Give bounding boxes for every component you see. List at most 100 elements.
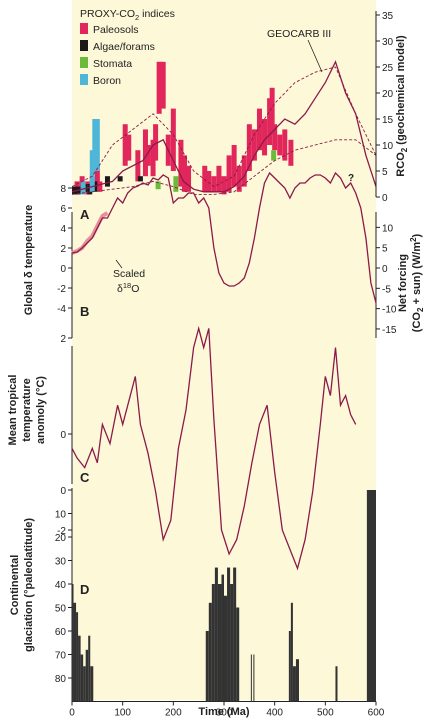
tick-label-a: 15 — [382, 115, 394, 126]
proxy-bar-boron — [94, 119, 100, 171]
glaciation-bar — [83, 666, 86, 702]
glaciation-bar — [208, 602, 212, 702]
tick-label-a: 5 — [382, 167, 388, 178]
proxy-bar-paleosols — [267, 98, 273, 145]
proxy-bar-paleosols — [97, 181, 103, 192]
proxy-bar-paleosols — [170, 108, 176, 171]
series-line-dashed — [71, 139, 377, 195]
proxy-bar-paleosols — [288, 139, 294, 166]
panel-b: 8 6 4 2 0 -2 -4 10 5 0 -5 -10 -15 — [57, 171, 397, 338]
tick-label-b-left: -2 — [57, 284, 66, 295]
ylabel-a: RCO2 (geochemical model) — [395, 35, 409, 177]
tick-label-b-right: 10 — [382, 223, 394, 234]
glaciation-bar — [78, 635, 81, 702]
tick-label-b-left: 2 — [60, 244, 66, 255]
proxy-bar-paleosols — [202, 165, 208, 192]
proxy-bar-paleosols — [206, 171, 212, 192]
glaciation-bar — [211, 584, 215, 702]
tick-label-d: 30 — [55, 557, 67, 568]
tick-label-c: 0 — [60, 430, 66, 441]
tick-label-c: 2 — [60, 334, 66, 345]
proxy-bar-algae — [137, 176, 143, 182]
proxy-bar-boron — [89, 150, 95, 192]
ylabel-b-right-line1: Net forcing — [397, 254, 409, 312]
proxy-bar-algae — [104, 176, 110, 187]
legend: PROXY-CO2 indices Paleosols Algae/forams… — [80, 8, 175, 87]
tick-label-b-right: 0 — [382, 264, 388, 275]
ylabel-b-right-line2: (CO2 + sun) (W/m2) — [409, 233, 425, 332]
tick-label-b-right: -5 — [382, 284, 391, 295]
glaciation-bar — [250, 654, 252, 702]
geocarb-pointer — [307, 39, 323, 73]
tick-label-a: 25 — [382, 63, 394, 74]
proxy-bar-paleosols — [221, 176, 227, 195]
proxy-bar-paleosols — [251, 129, 257, 161]
legend-label-stomata: Stomata — [93, 58, 132, 70]
glaciation-bar — [72, 584, 74, 702]
tick-label-d: 60 — [55, 627, 67, 638]
glaciation-bar — [295, 659, 299, 702]
glaciation-bar — [80, 654, 84, 702]
tick-label-a: 35 — [382, 11, 394, 22]
panel-c: 20-2 — [57, 325, 357, 571]
ylabel-c-line2: temperature — [21, 378, 33, 442]
ylabel-d-line2: glaciation (°paleolatitude) — [23, 518, 35, 652]
glaciation-bar — [227, 567, 231, 702]
tick-label-d: 80 — [55, 674, 67, 685]
proxy-bar-paleosols — [282, 129, 288, 161]
scaled-d18o-label: δ18O — [117, 281, 139, 295]
proxy-bar-paleosols — [256, 108, 262, 151]
tick-label-a: 0 — [382, 193, 388, 204]
panel-label-b: B — [80, 304, 89, 319]
panel-label-a: A — [80, 207, 90, 222]
tick-label-b-left: 8 — [60, 184, 66, 195]
tick-label-b-right: -10 — [382, 305, 397, 316]
proxy-bar-paleosols — [246, 124, 252, 171]
glaciation-bar — [290, 602, 293, 702]
legend-swatch-algae — [80, 40, 88, 51]
tick-label-x: 300 — [216, 708, 233, 719]
glaciation-bar — [288, 631, 291, 702]
proxy-bar-paleosols — [160, 61, 166, 109]
tick-label-a: 10 — [382, 141, 394, 152]
tick-label-b-left: 4 — [60, 224, 66, 235]
proxy-bar-paleosols — [269, 87, 275, 135]
proxy-bar-paleosols — [156, 61, 162, 114]
panel-a: 0 5 10 15 20 25 30 35 — [71, 11, 394, 204]
xlabel: Time (Ma) — [198, 706, 249, 718]
tick-label-x: 100 — [114, 708, 131, 719]
glaciation-bar — [217, 584, 222, 702]
glaciation-bar — [76, 612, 79, 702]
ylabel-b-left: Global δ temperature — [23, 205, 35, 316]
proxy-bar-paleosols — [241, 155, 247, 187]
glaciation-bar — [85, 649, 89, 702]
proxy-bar-paleosols — [186, 165, 192, 192]
question-mark: ? — [348, 173, 354, 184]
legend-title: PROXY-CO2 indices — [80, 8, 175, 22]
proxy-bar-paleosols — [122, 124, 128, 166]
legend-swatch-stomata — [80, 57, 88, 68]
scaled-label: Scaled — [113, 268, 145, 280]
series-line-geocarb — [71, 60, 377, 193]
proxy-bar-paleosols — [94, 165, 100, 187]
tick-label-b-left: -4 — [57, 304, 66, 315]
tick-label-x: 200 — [165, 708, 182, 719]
proxy-bar-algae — [87, 184, 93, 195]
ylabel-c-line1: Mean tropical — [7, 375, 19, 446]
legend-label-algae: Algae/forams — [93, 41, 155, 53]
tick-label-a: 20 — [382, 89, 394, 100]
series-line-dashed — [71, 66, 377, 188]
series-line-tropical-anomaly — [71, 325, 357, 571]
glaciation-bar — [90, 666, 94, 702]
ylabel-c-line3: anomoly (°C) — [35, 376, 47, 444]
proxy-bar-paleosols — [135, 150, 141, 182]
proxy-bar-paleosols — [126, 134, 132, 161]
proxy-bar-paleosols — [145, 145, 151, 166]
tick-label-d: 10 — [55, 510, 67, 521]
legend-label-paleosols: Paleosols — [93, 24, 139, 36]
tick-label-d: 40 — [55, 580, 67, 591]
tick-label-x: 500 — [317, 708, 334, 719]
scaled-pointer — [115, 259, 123, 269]
tick-label-b-right: 5 — [382, 244, 388, 255]
